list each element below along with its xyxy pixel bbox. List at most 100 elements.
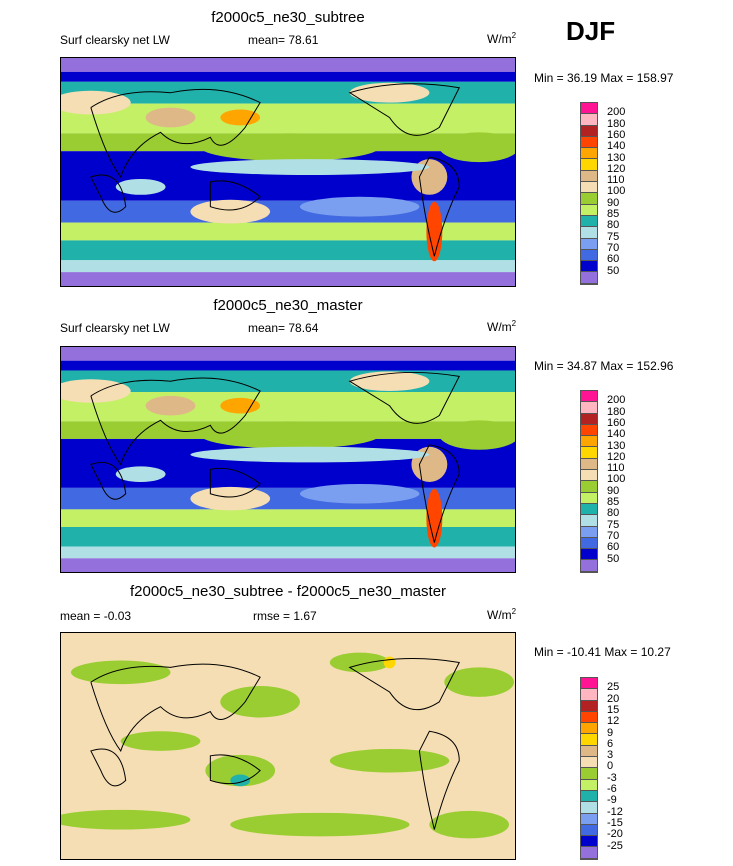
- season-label: DJF: [566, 16, 616, 46]
- legend-swatch: [581, 125, 597, 137]
- legend-tick-label: 90: [607, 196, 620, 209]
- contour-map: [51, 57, 519, 287]
- legend-swatch: [581, 227, 597, 239]
- legend-tick-label: 75: [607, 518, 620, 531]
- contour-band: [61, 222, 515, 241]
- legend-tick-label: 110: [607, 174, 625, 187]
- legend-swatch: [581, 560, 597, 572]
- legend-swatch: [581, 537, 597, 550]
- contour-region: [205, 754, 276, 787]
- units-text: W/m: [487, 320, 512, 334]
- legend-tick-label: -15: [607, 816, 623, 829]
- legend-swatch: [581, 170, 597, 183]
- min-max-label: Min = 36.19 Max = 158.97: [534, 71, 674, 85]
- legend-tick-label: 15: [607, 703, 620, 716]
- color-legend: [580, 102, 598, 285]
- legend-swatch: [581, 757, 597, 769]
- legend-tick-label: 50: [607, 552, 620, 565]
- legend-swatch: [581, 526, 597, 538]
- legend-swatch: [581, 114, 597, 126]
- legend-tick-label: -20: [607, 828, 623, 841]
- legend-swatch: [581, 700, 597, 712]
- legend-tick-label: 3: [607, 749, 614, 762]
- legend-tick-label: 20: [607, 692, 620, 705]
- legend-swatch: [581, 734, 597, 746]
- legend-swatch: [581, 238, 597, 250]
- legend-tick-label: 70: [607, 241, 620, 254]
- legend-swatch: [581, 436, 597, 448]
- legend-swatch: [581, 204, 597, 216]
- legend-tick-label: 110: [607, 462, 625, 475]
- legend-swatch: [581, 768, 597, 780]
- legend-swatch: [581, 391, 597, 403]
- legend-swatch: [581, 249, 597, 262]
- legend-tick-label: 25: [607, 681, 620, 694]
- contour-region: [426, 488, 443, 548]
- contour-band: [61, 58, 515, 72]
- legend-swatch: [581, 182, 597, 194]
- contour-region: [200, 133, 380, 162]
- contour-region: [220, 109, 261, 126]
- coastline: [90, 371, 460, 543]
- legend-swatch: [581, 470, 597, 482]
- contour-band: [61, 546, 515, 559]
- units-text: W/m: [487, 608, 512, 622]
- contour-region: [51, 809, 191, 830]
- contour-band: [61, 347, 515, 361]
- legend-swatch: [581, 503, 597, 516]
- contour-region: [383, 656, 396, 669]
- panel-left-label: Surf clearsky net LW: [60, 321, 170, 335]
- legend-tick-label: -25: [607, 839, 623, 852]
- legend-tick-label: 50: [607, 264, 620, 277]
- legend-swatch: [581, 813, 597, 825]
- legend-swatch: [581, 103, 597, 115]
- legend-swatch: [581, 447, 597, 459]
- legend-tick-label: 120: [607, 162, 626, 175]
- contour-region: [299, 483, 420, 504]
- contour-region: [51, 379, 131, 403]
- contour-band: [61, 200, 515, 223]
- units-exponent: 2: [511, 319, 517, 328]
- legend-tick-label: 140: [607, 140, 626, 153]
- contour-band: [61, 527, 515, 547]
- units-exponent: 2: [511, 31, 517, 40]
- contour-map: [51, 346, 519, 573]
- contour-region: [190, 199, 271, 224]
- contour-region: [145, 107, 196, 128]
- color-legend: [580, 390, 598, 573]
- legend-swatch: [581, 779, 597, 791]
- contour-band: [61, 509, 515, 527]
- contour-region: [120, 731, 201, 751]
- legend-swatch: [581, 215, 597, 228]
- contour-region: [439, 132, 519, 163]
- legend-tick-label: 80: [607, 219, 620, 232]
- legend-tick-label: -12: [607, 805, 623, 818]
- legend-swatch: [581, 678, 597, 690]
- legend-tick-label: 130: [607, 439, 626, 452]
- panel-title: f2000c5_ne30_master: [213, 297, 363, 314]
- contour-region: [51, 90, 131, 115]
- legend-tick-label: 160: [607, 128, 626, 141]
- legend-swatch: [581, 711, 597, 724]
- panel-left-label: Surf clearsky net LW: [60, 33, 170, 47]
- legend-tick-label: 6: [607, 737, 614, 750]
- contour-region: [299, 196, 420, 217]
- contour-region: [230, 812, 410, 837]
- legend-tick-label: 60: [607, 541, 620, 554]
- legend-tick-label: -9: [607, 794, 617, 807]
- legend-tick-label: 80: [607, 507, 620, 520]
- contour-region: [70, 660, 171, 685]
- contour-region: [444, 667, 515, 697]
- legend-swatch: [581, 802, 597, 814]
- legend-tick-label: 180: [607, 405, 626, 418]
- contour-region: [329, 748, 450, 773]
- legend-tick-label: 75: [607, 230, 620, 243]
- coastline: [90, 658, 460, 830]
- contour-band: [61, 360, 515, 371]
- legend-tick-label: 200: [607, 394, 626, 407]
- legend-tick-label: 85: [607, 496, 620, 508]
- contour-band: [61, 558, 515, 572]
- legend-tick-label: 200: [607, 106, 626, 119]
- contour-band: [61, 71, 515, 82]
